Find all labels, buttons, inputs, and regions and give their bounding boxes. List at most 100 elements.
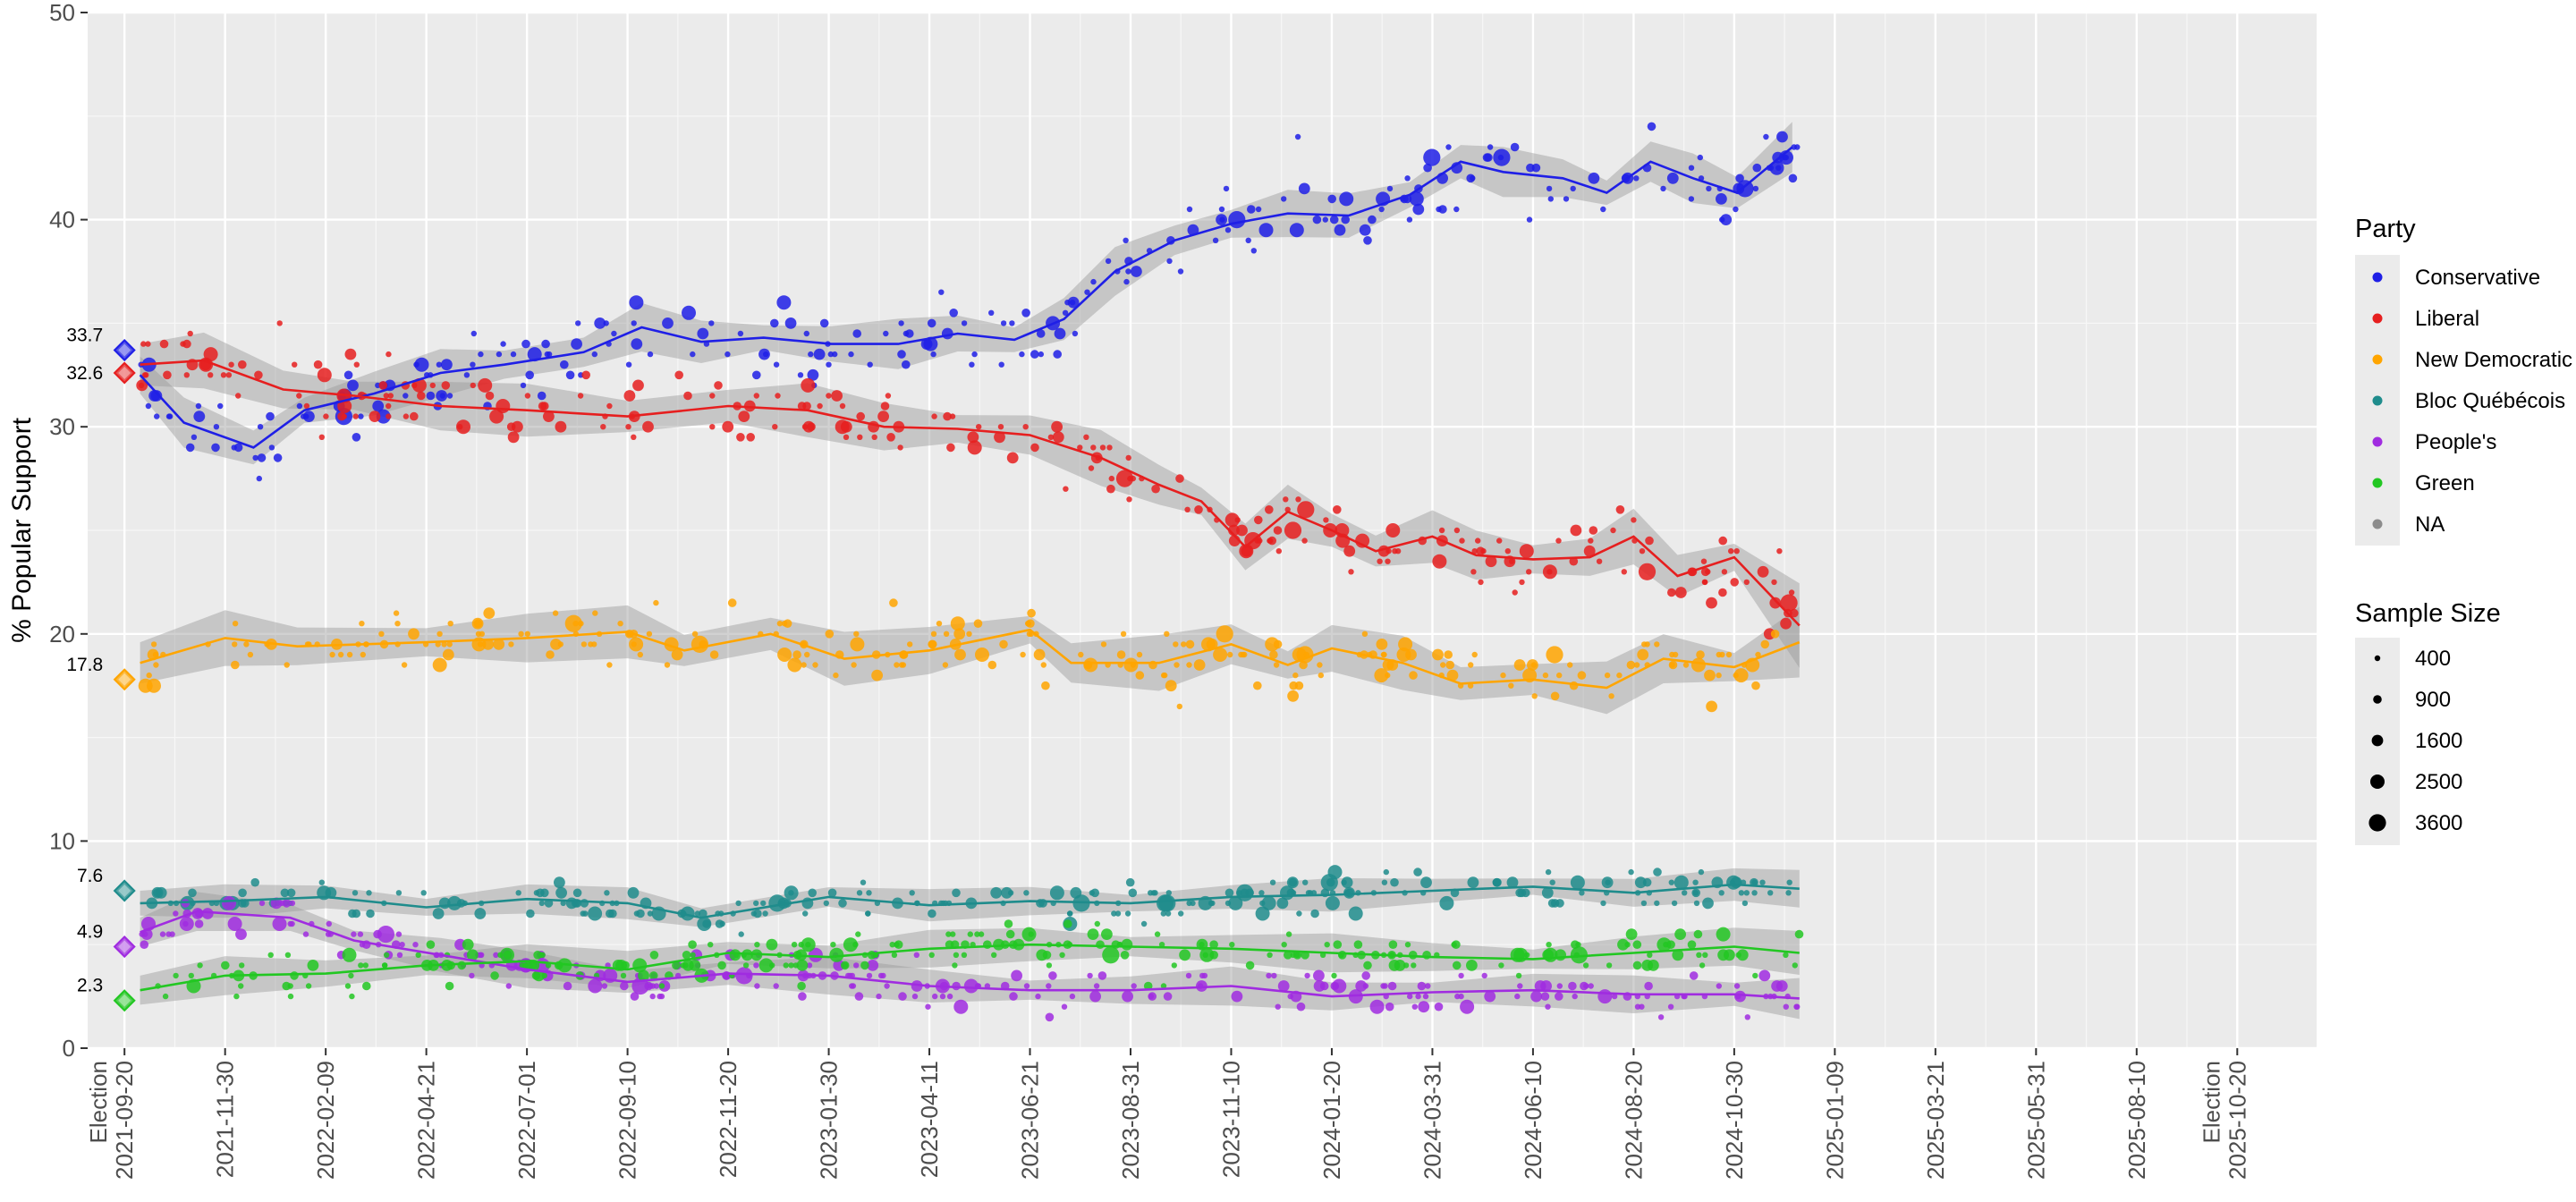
poll-point (796, 960, 809, 971)
poll-point (1767, 890, 1774, 896)
poll-point (1698, 868, 1705, 876)
poll-point (1476, 546, 1485, 555)
poll-point (909, 890, 915, 896)
poll-point (1716, 927, 1731, 942)
poll-point (1718, 890, 1724, 896)
poll-point (853, 962, 860, 969)
poll-point (239, 962, 245, 969)
poll-point (813, 348, 826, 360)
election-label: 4.9 (77, 922, 103, 943)
legend-label-party: Green (2415, 471, 2475, 495)
poll-point (533, 969, 545, 982)
poll-point (521, 339, 530, 349)
poll-point (538, 900, 545, 907)
poll-point (754, 942, 760, 948)
poll-point (988, 309, 995, 316)
poll-point (798, 992, 807, 1001)
legend-label-size: 400 (2415, 647, 2451, 671)
poll-point (932, 993, 938, 1000)
legend-label-party: NA (2415, 512, 2445, 537)
poll-point (1639, 548, 1646, 554)
poll-point (1624, 942, 1631, 948)
poll-point (631, 338, 643, 350)
poll-point (474, 908, 487, 919)
poll-point (1089, 990, 1101, 1003)
x-tick-label: 2023-04-11 (916, 1061, 943, 1178)
confidence-band (140, 332, 1800, 668)
poll-point (625, 361, 632, 368)
y-tick-label: 10 (49, 827, 75, 854)
poll-point (1611, 993, 1618, 1000)
poll-point (1458, 993, 1464, 1000)
poll-point (1567, 662, 1573, 668)
poll-point (1575, 942, 1581, 948)
poll-point (456, 419, 470, 435)
poll-point (1099, 444, 1106, 451)
poll-point (1275, 1003, 1281, 1010)
poll-point (1647, 122, 1657, 131)
poll-point (203, 347, 218, 362)
poll-point (1706, 185, 1712, 192)
poll-point (736, 433, 745, 442)
poll-point (620, 972, 627, 979)
poll-point (201, 908, 214, 919)
poll-point (152, 651, 159, 658)
poll-point (1063, 919, 1072, 928)
poll-point (1638, 563, 1657, 580)
poll-point (758, 348, 770, 360)
poll-point (889, 942, 895, 948)
poll-point (1692, 879, 1699, 885)
poll-point (850, 983, 857, 989)
poll-point (1616, 672, 1623, 679)
poll-point (1705, 569, 1711, 575)
poll-point (1423, 163, 1432, 173)
poll-point (1271, 972, 1277, 979)
poll-point (946, 443, 955, 453)
poll-point (188, 972, 194, 979)
poll-point (1077, 444, 1083, 451)
poll-point (773, 983, 779, 989)
poll-point (1460, 999, 1475, 1014)
poll-point (188, 888, 197, 898)
poll-point (524, 631, 530, 637)
poll-point (768, 894, 786, 912)
poll-point (1181, 641, 1187, 648)
poll-point (690, 351, 696, 358)
poll-point (1466, 960, 1478, 971)
poll-point (1267, 538, 1274, 544)
poll-point (1120, 951, 1130, 960)
poll-point (1131, 983, 1137, 989)
poll-point (902, 360, 911, 369)
poll-point (477, 641, 484, 648)
poll-point (1411, 1003, 1419, 1010)
poll-point (441, 641, 447, 648)
poll-point (787, 657, 802, 673)
poll-point (348, 972, 354, 979)
poll-point (1625, 928, 1638, 940)
poll-point (630, 992, 640, 1001)
poll-point (578, 621, 584, 627)
poll-point (470, 361, 476, 368)
poll-point (1326, 877, 1335, 887)
poll-point (808, 947, 823, 962)
poll-point (697, 917, 712, 931)
poll-point (150, 390, 163, 402)
poll-point (525, 370, 534, 380)
poll-point (1640, 900, 1648, 907)
poll-point (801, 377, 816, 393)
poll-point (876, 993, 882, 1000)
poll-point (1135, 671, 1145, 680)
poll-point (342, 947, 357, 962)
poll-point (1785, 890, 1792, 896)
poll-point (788, 890, 794, 896)
poll-point (1324, 942, 1330, 948)
y-tick-label: 30 (49, 413, 75, 440)
poll-point (833, 672, 839, 679)
poll-point (1610, 527, 1616, 534)
poll-point (1736, 180, 1754, 198)
poll-point (632, 958, 648, 973)
poll-point (1038, 351, 1045, 358)
x-tick-label: 2021-09-20 (111, 1061, 138, 1180)
poll-point (1459, 538, 1465, 544)
poll-point (1304, 972, 1310, 979)
